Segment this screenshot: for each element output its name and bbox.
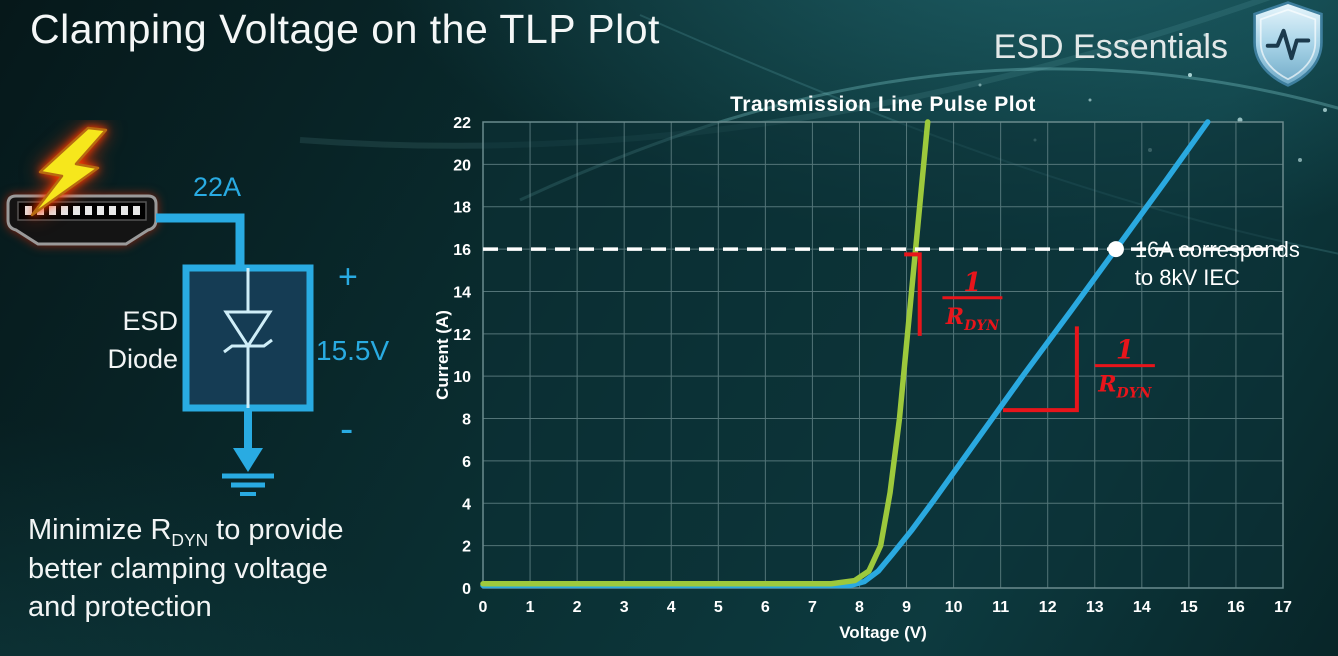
plus-label: +	[338, 258, 358, 296]
y-tick-label: 4	[462, 496, 471, 513]
x-tick-label: 15	[1180, 599, 1198, 616]
svg-text:1: 1	[1116, 336, 1134, 366]
x-tick-label: 4	[667, 599, 676, 616]
rdyn-subscript: DYN	[171, 529, 209, 550]
svg-text:RDYN: RDYN	[1097, 372, 1152, 402]
y-tick-label: 22	[453, 115, 471, 132]
tlp-chart: 0 2 4 6 8 10 12 14 16 18 20 22 0 1 2 3 4 5 6 7 8 9 10 11 12 13 14 1…	[432, 92, 1330, 656]
x-tick-label: 3	[620, 599, 629, 616]
note-line3: and protection	[28, 591, 212, 624]
wire	[156, 213, 245, 270]
x-tick-label: 12	[1039, 599, 1057, 616]
marker-16a	[1107, 241, 1124, 258]
x-tick-label: 6	[761, 599, 770, 616]
rdyn-fraction: 1 RDYN	[1094, 336, 1155, 402]
x-axis-label: Voltage (V)	[839, 623, 927, 642]
device-label-line2: Diode	[107, 344, 178, 374]
y-tick-label: 14	[453, 284, 471, 301]
page-title: Clamping Voltage on the TLP Plot	[30, 6, 660, 52]
y-tick-label: 12	[453, 327, 471, 344]
note-line2: better clamping voltage	[28, 553, 328, 586]
y-tick-label: 10	[453, 369, 471, 386]
x-tick-label: 1	[526, 599, 535, 616]
y-tick-label: 16	[453, 242, 471, 259]
chart-title: Transmission Line Pulse Plot	[730, 93, 1036, 116]
y-tick-label: 18	[453, 200, 471, 217]
x-tick-label: 2	[573, 599, 582, 616]
y-tick-label: 6	[462, 454, 471, 471]
device-label-line1: ESD	[122, 306, 178, 336]
x-tick-label: 8	[855, 599, 864, 616]
y-axis-label: Current (A)	[433, 310, 452, 400]
annotation-16a-line1: 16A corresponds	[1135, 237, 1300, 262]
y-tick-label: 0	[462, 581, 471, 598]
surge-current-label: 22A	[193, 172, 241, 202]
esd-diode-diagram: 22A ESD Diode + 15.5V -	[6, 126, 389, 496]
x-tick-label: 11	[992, 599, 1009, 616]
slope-bracket	[1003, 326, 1079, 413]
connector-pins	[25, 206, 140, 215]
note-line1: Minimize RDYN to provide	[28, 514, 344, 550]
minus-label: -	[340, 407, 353, 451]
x-tick-label: 0	[479, 599, 488, 616]
note-text: Minimize RDYN to provide better clamping…	[28, 512, 468, 627]
voltage-label: 15.5V	[316, 335, 389, 366]
esd-shield-icon	[1253, 1, 1323, 87]
y-tick-label: 8	[462, 412, 471, 429]
x-tick-label: 17	[1274, 599, 1292, 616]
y-tick-label: 20	[453, 157, 471, 174]
x-tick-label: 14	[1133, 599, 1151, 616]
brand: ESD Essentials	[994, 0, 1334, 88]
annotation-16a-line2: to 8kV IEC	[1135, 265, 1240, 290]
x-tick-label: 7	[808, 599, 817, 616]
y-tick-label: 2	[462, 539, 471, 556]
brand-text: ESD Essentials	[993, 27, 1228, 66]
rdyn-fraction: 1 RDYN	[942, 268, 1003, 334]
x-tick-label: 9	[902, 599, 911, 616]
ground-symbol	[222, 408, 274, 496]
plot-border	[482, 121, 1284, 589]
x-tick-label: 10	[945, 599, 963, 616]
series-low-rdyn-diode	[480, 119, 931, 587]
zener-diode-symbol	[223, 268, 273, 408]
slope-bracket	[904, 252, 922, 336]
svg-text:RDYN: RDYN	[945, 304, 1000, 334]
hdmi-connector-icon	[6, 194, 158, 246]
x-tick-label: 5	[714, 599, 723, 616]
x-tick-label: 16	[1227, 599, 1245, 616]
lightning-bolt-icon	[30, 126, 108, 217]
svg-text:1: 1	[963, 268, 981, 298]
x-tick-label: 13	[1086, 599, 1104, 616]
